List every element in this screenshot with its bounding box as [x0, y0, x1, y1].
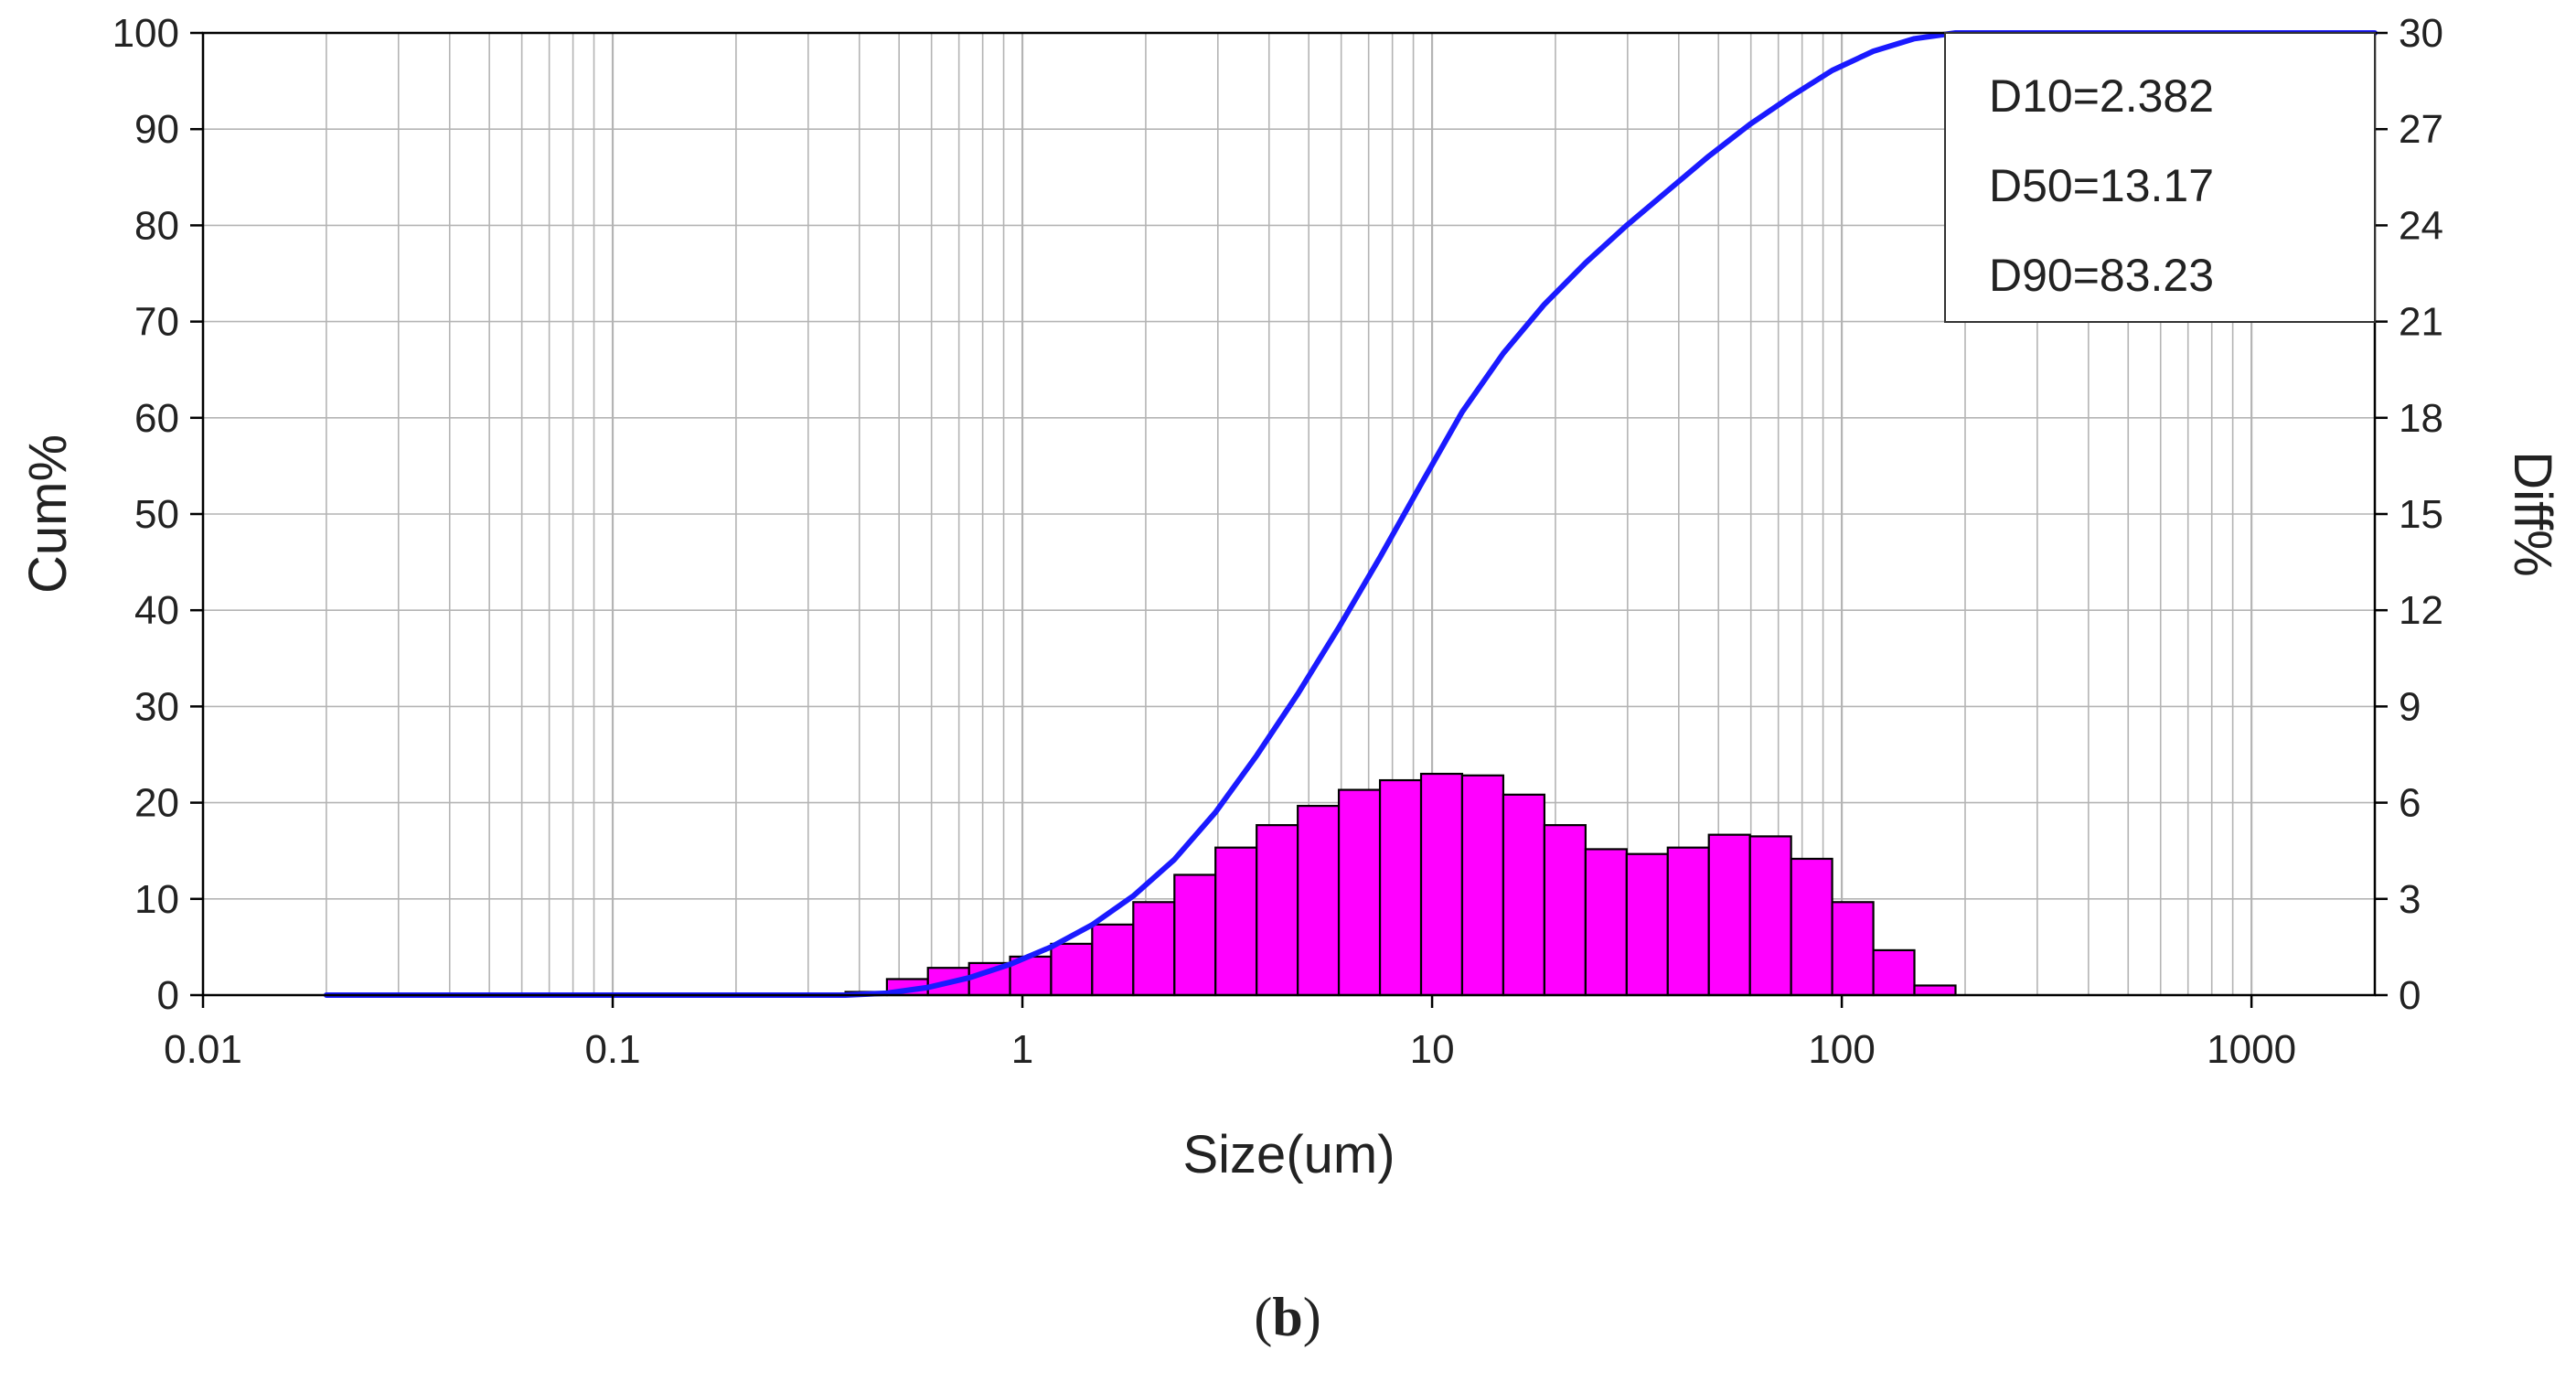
diff-bar: [1214, 846, 1258, 997]
x-tick-label: 0.01: [164, 1027, 242, 1072]
diff-bar: [1707, 833, 1751, 997]
diff-bar: [1872, 948, 1916, 997]
diff-bar: [1132, 901, 1176, 997]
y-tick-label: 60: [134, 396, 179, 441]
y2-tick-label: 15: [2399, 492, 2443, 537]
y2-tick-label: 27: [2399, 107, 2443, 152]
y-tick-label: 80: [134, 203, 179, 248]
y2-tick-label: 12: [2399, 588, 2443, 633]
y-tick-label: 10: [134, 877, 179, 922]
y2-tick-label: 3: [2399, 877, 2421, 922]
y-axis-label: Cum%: [18, 434, 78, 594]
diff-bar: [1748, 835, 1792, 997]
diff-bar: [1297, 805, 1341, 997]
annotation-box-frame: [1944, 32, 2376, 323]
cum-series-line: [323, 30, 2378, 998]
annotation-d50: D50=13.17: [1989, 160, 2214, 211]
diff-bar: [1502, 793, 1546, 997]
y-tick-label: 40: [134, 588, 179, 633]
diff-bar: [1831, 901, 1875, 997]
y2-tick-label: 9: [2399, 684, 2421, 729]
y-tick-label: 30: [134, 684, 179, 729]
x-tick-label: 1: [1011, 1027, 1033, 1072]
diff-bar: [1790, 857, 1833, 997]
y-tick-label: 100: [112, 11, 179, 56]
x-tick-label: 100: [1808, 1027, 1875, 1072]
y-tick-label: 90: [134, 107, 179, 152]
y2-tick-label: 6: [2399, 781, 2421, 826]
diff-bar: [1543, 824, 1587, 997]
y-tick-label: 20: [134, 781, 179, 826]
x-axis-label: Size(um): [1182, 1125, 1395, 1184]
diff-bar: [1625, 852, 1669, 997]
y2-tick-label: 30: [2399, 11, 2443, 56]
diff-bar: [1666, 846, 1710, 997]
annotation-d10: D10=2.382: [1989, 70, 2214, 122]
y2-tick-label: 0: [2399, 973, 2421, 1018]
diff-bar: [1173, 873, 1217, 997]
diff-bar: [1584, 848, 1628, 997]
figure-caption: (b): [1254, 1287, 1320, 1347]
annotation-box: D10=2.382 D50=13.17 D90=83.23: [1944, 32, 2376, 323]
x-tick-label: 1000: [2207, 1027, 2296, 1072]
diff-bar: [1091, 923, 1135, 997]
diff-bar: [1256, 824, 1299, 997]
axes: 0.01 0.1 1 10 100 100001020304050607080901000…: [112, 11, 2443, 1072]
diff-bar: [1419, 772, 1464, 997]
x-tick-label: 0.1: [584, 1027, 640, 1072]
diff-bar: [1460, 774, 1505, 997]
diff-bar: [1337, 788, 1382, 997]
cum-line: [323, 30, 2378, 998]
diff-bar: [1050, 942, 1094, 997]
y2-axis-label: Diff%: [2503, 451, 2562, 577]
diff-bar: [1378, 778, 1423, 997]
diff-bars: [844, 772, 1957, 997]
y2-tick-label: 18: [2399, 396, 2443, 441]
annotation-d90: D90=83.23: [1989, 250, 2214, 301]
caption-letter: b: [1272, 1287, 1302, 1347]
y2-tick-label: 21: [2399, 300, 2443, 345]
y-tick-label: 0: [157, 973, 179, 1018]
y-tick-label: 70: [134, 300, 179, 345]
y2-tick-label: 24: [2399, 203, 2443, 248]
caption-open: (: [1254, 1287, 1272, 1347]
diff-bar: [1913, 984, 1957, 997]
caption-close: ): [1303, 1287, 1321, 1347]
x-tick-label: 10: [1410, 1027, 1455, 1072]
y-tick-label: 50: [134, 492, 179, 537]
